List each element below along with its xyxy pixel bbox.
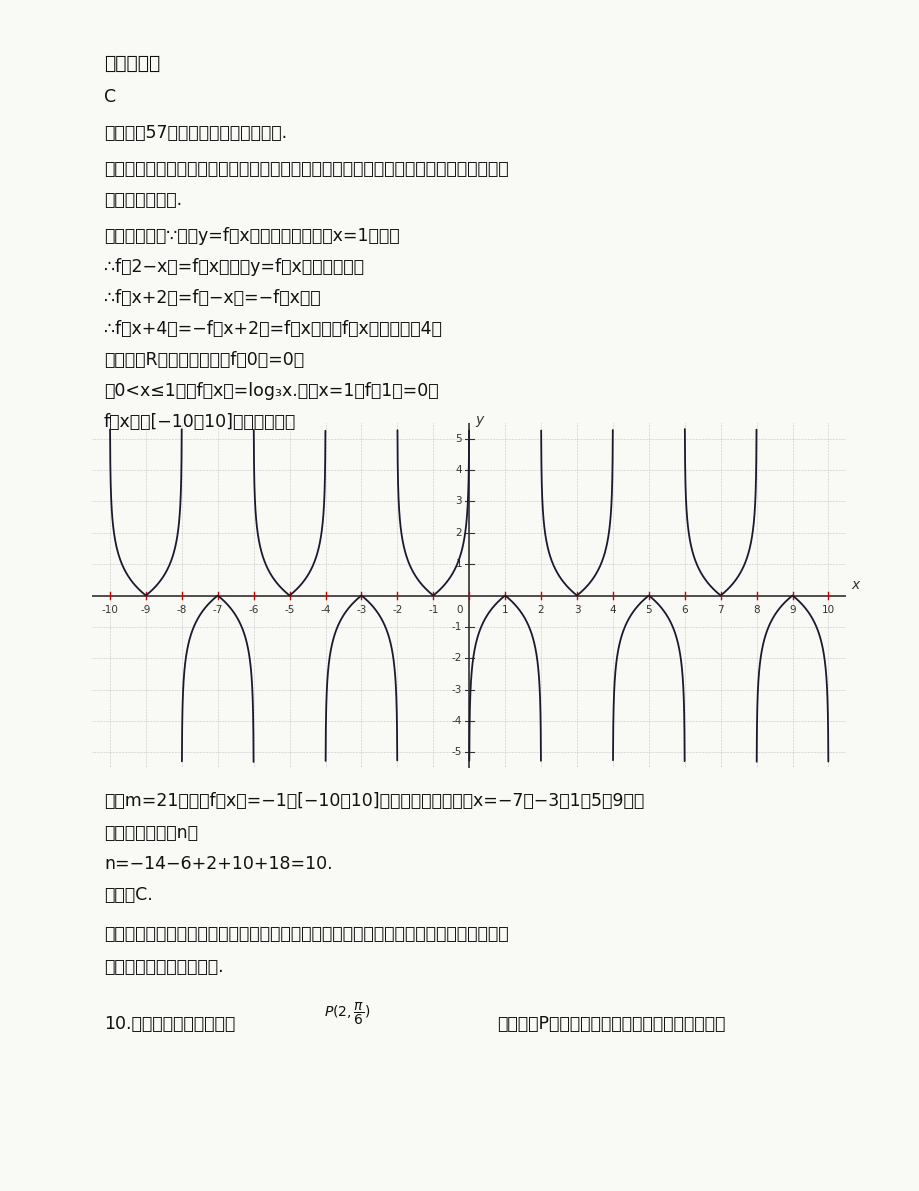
Text: -1: -1 (451, 622, 461, 632)
Text: ∴f（2−x）=f（x），又y=f（x）为奇函数，: ∴f（2−x）=f（x），又y=f（x）为奇函数， (104, 258, 364, 276)
Text: 思想以及转化思想的应用.: 思想以及转化思想的应用. (104, 958, 223, 975)
Text: -10: -10 (101, 605, 119, 615)
Text: 5: 5 (645, 605, 652, 615)
Text: -2: -2 (451, 654, 461, 663)
Text: 0: 0 (456, 605, 462, 615)
Text: -3: -3 (451, 685, 461, 694)
Text: 10.在极坐标系中，已知点: 10.在极坐标系中，已知点 (104, 1015, 235, 1033)
Text: $P(2,\dfrac{\pi}{6})$: $P(2,\dfrac{\pi}{6})$ (323, 1000, 370, 1027)
Text: -5: -5 (284, 605, 294, 615)
Text: ，则过点P且平行于极轴的直线的方程是（　　）: ，则过点P且平行于极轴的直线的方程是（ ） (496, 1015, 724, 1033)
Text: 1: 1 (455, 559, 461, 569)
Text: 【解答】解：∵函数y=f（x）的图象关于直线x=1对称，: 【解答】解：∵函数y=f（x）的图象关于直线x=1对称， (104, 227, 399, 245)
Text: 【考点〈57：函数与方程的综合运用.: 【考点〈57：函数与方程的综合运用. (104, 124, 287, 142)
Text: 3: 3 (573, 605, 580, 615)
Text: 6: 6 (681, 605, 687, 615)
Text: ∴f（x+4）=−f（x+2）=f（x），即f（x）的周期为4，: ∴f（x+4）=−f（x+2）=f（x），即f（x）的周期为4， (104, 320, 441, 338)
Text: C: C (104, 88, 116, 106)
Text: 函数的零点个数.: 函数的零点个数. (104, 191, 182, 208)
Text: 3: 3 (455, 497, 461, 506)
Text: -2: -2 (391, 605, 403, 615)
Text: f（x）在[−10，10]上图象如图：: f（x）在[−10，10]上图象如图： (104, 413, 296, 431)
Text: 2: 2 (537, 605, 544, 615)
Text: -5: -5 (451, 748, 461, 757)
Text: 参考答案：: 参考答案： (104, 54, 160, 73)
Text: -7: -7 (212, 605, 222, 615)
Text: 4: 4 (455, 464, 461, 475)
Text: 7: 7 (717, 605, 723, 615)
Text: x: x (851, 578, 859, 592)
Text: -6: -6 (248, 605, 258, 615)
Text: 4: 4 (609, 605, 616, 615)
Text: 1: 1 (501, 605, 508, 615)
Text: 【点评】本题考查函数与方程的综合应用，函数的图象与零点的个数问题，考查数形结合: 【点评】本题考查函数与方程的综合应用，函数的图象与零点的个数问题，考查数形结合 (104, 925, 508, 943)
Text: n=−14−6+2+10+18=10.: n=−14−6+2+10+18=10. (104, 855, 333, 873)
Text: ∴f（x+2）=f（−x）=−f（x），: ∴f（x+2）=f（−x）=−f（x）， (104, 289, 320, 307)
Text: ，实数根的和为n，: ，实数根的和为n， (104, 824, 198, 842)
Text: -8: -8 (176, 605, 187, 615)
Text: 【分析】利用函数的对称性，函数的奇偶性求解函数的周期，画出函数的图象，然后求解: 【分析】利用函数的对称性，函数的奇偶性求解函数的周期，画出函数的图象，然后求解 (104, 160, 508, 177)
Text: 5: 5 (455, 434, 461, 443)
Text: 10: 10 (821, 605, 834, 615)
Text: y: y (475, 413, 483, 428)
Text: 8: 8 (753, 605, 759, 615)
Text: 2: 2 (455, 528, 461, 537)
Text: 9: 9 (789, 605, 795, 615)
Text: -9: -9 (141, 605, 151, 615)
Text: -4: -4 (320, 605, 330, 615)
Text: -3: -3 (356, 605, 366, 615)
Text: 故选：C.: 故选：C. (104, 886, 153, 904)
Text: 又定义在R上的奇函数，故f（0）=0，: 又定义在R上的奇函数，故f（0）=0， (104, 351, 304, 369)
Text: 可得m=21，方程f（x）=−1在[−10，10]上的实数根分别关于x=−7；−3，1，5，9对称: 可得m=21，方程f（x）=−1在[−10，10]上的实数根分别关于x=−7；−… (104, 792, 643, 810)
Text: -4: -4 (451, 716, 461, 727)
Text: 剧0<x≤1时，f（x）=log₃x.可得x=1，f（1）=0，: 剧0<x≤1时，f（x）=log₃x.可得x=1，f（1）=0， (104, 382, 438, 400)
Text: -1: -1 (427, 605, 438, 615)
